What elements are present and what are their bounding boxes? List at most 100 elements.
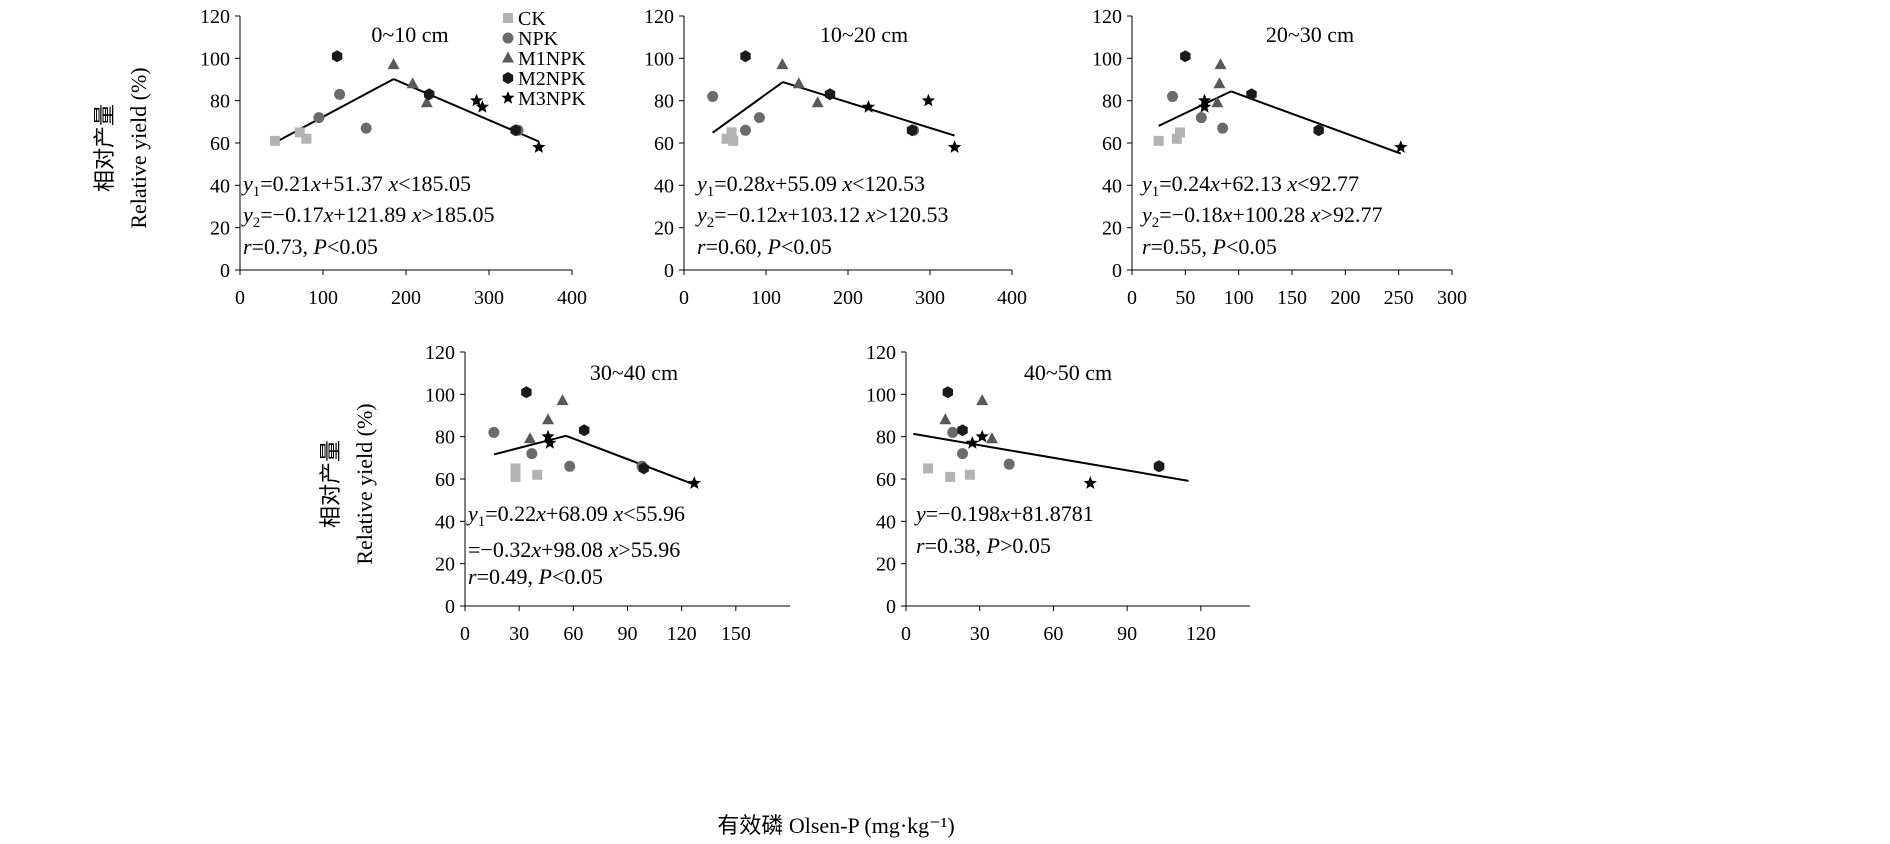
y-tick-label: 80 xyxy=(1102,91,1122,113)
point-m2npk-0 xyxy=(740,50,751,63)
point-npk-0 xyxy=(707,90,719,102)
y-tick-label: 60 xyxy=(654,133,674,155)
y-tick-label: 100 xyxy=(200,48,230,70)
point-ck-0 xyxy=(510,463,521,474)
point-ck-1 xyxy=(945,471,956,482)
x-tick-label: 100 xyxy=(1224,287,1254,309)
point-ck-2 xyxy=(301,133,312,144)
legend-marker-m2npk xyxy=(502,72,514,84)
y-tick-label: 60 xyxy=(876,469,896,491)
fit-line-segment-0 xyxy=(274,78,395,144)
y-tick-label: 20 xyxy=(1102,218,1122,240)
regression-annotation: r=0.60, P<0.05 xyxy=(697,234,832,259)
x-tick-label: 90 xyxy=(618,623,638,645)
y-tick-label: 120 xyxy=(1092,6,1122,28)
legend-label-m1npk: M1NPK xyxy=(518,48,586,70)
point-npk-1 xyxy=(957,448,969,460)
point-m1npk-2 xyxy=(556,394,569,406)
point-m1npk-0 xyxy=(387,58,400,70)
point-m1npk-1 xyxy=(1213,77,1226,89)
chart-panel-1: 0 20 40 60 80 100 120 0 100 200 300 400 10~20 cm y1=0… xyxy=(644,6,1027,309)
regression-annotation: y1=0.28x+55.09 x<120.53 xyxy=(695,171,925,200)
point-ck-0 xyxy=(1153,135,1164,146)
fit-line-segment-0 xyxy=(913,432,1189,482)
legend-label-npk: NPK xyxy=(518,28,559,50)
chart-panel-4: 0 20 40 60 80 100 120 0 30 60 90 120 40~50 cm y=−0.19… xyxy=(866,342,1250,645)
point-m3npk-2 xyxy=(1083,476,1097,489)
point-ck-2 xyxy=(1175,127,1185,138)
y-tick-label: 0 xyxy=(220,260,230,282)
regression-annotation: r=0.55, P<0.05 xyxy=(1142,234,1277,259)
panel-title: 30~40 cm xyxy=(590,360,678,385)
point-ck-0 xyxy=(269,135,280,146)
y-tick-label: 80 xyxy=(654,91,674,113)
point-m3npk-1 xyxy=(543,436,557,449)
y-tick-label: 20 xyxy=(210,218,230,240)
x-tick-label: 0 xyxy=(901,623,911,645)
point-npk-2 xyxy=(564,460,576,472)
legend-marker-m3npk xyxy=(501,91,515,104)
point-ck-0 xyxy=(923,463,934,474)
point-m3npk-1 xyxy=(921,93,935,107)
point-m2npk-0 xyxy=(1180,50,1191,63)
x-tick-label: 300 xyxy=(474,287,504,309)
chart-panel-3: 0 20 40 60 80 100 120 0 30 60 90 120 150 30~40 cm y1=0… xyxy=(318,342,790,645)
regression-annotation: r=0.38, P>0.05 xyxy=(916,533,1051,558)
x-tick-label: 90 xyxy=(1117,623,1137,645)
point-m1npk-1 xyxy=(976,394,989,406)
y-axis-label-cn: 相对产量 xyxy=(318,440,343,528)
x-tick-label: 30 xyxy=(509,623,529,645)
legend-label-m2npk: M2NPK xyxy=(518,68,586,90)
point-ck-0 xyxy=(721,133,732,144)
fit-line-segment-1 xyxy=(565,434,695,486)
x-tick-label: 100 xyxy=(308,287,338,309)
y-tick-label: 60 xyxy=(435,469,455,491)
x-tick-label: 0 xyxy=(679,287,689,309)
fit-line-segment-0 xyxy=(493,434,567,456)
point-m1npk-1 xyxy=(542,413,555,425)
point-npk-1 xyxy=(1195,112,1207,124)
point-m2npk-1 xyxy=(579,424,590,437)
point-ck-1 xyxy=(726,127,737,138)
y-tick-label: 0 xyxy=(664,260,674,282)
y-tick-label: 80 xyxy=(876,427,896,449)
y-tick-label: 60 xyxy=(210,133,230,155)
x-tick-label: 100 xyxy=(751,287,781,309)
x-tick-label: 0 xyxy=(235,287,245,309)
y-tick-label: 120 xyxy=(644,6,674,28)
chart-panel-0: 0 20 40 60 80 100 120 0 100 200 300 400 0~10 cm y1=0.… xyxy=(92,6,587,309)
y-tick-label: 120 xyxy=(200,6,230,28)
x-tick-label: 200 xyxy=(391,287,421,309)
regression-annotation: y1=0.21x+51.37 x<185.05 xyxy=(241,171,471,200)
regression-annotation: y2=−0.17x+121.89 x>185.05 xyxy=(241,202,494,231)
x-tick-label: 120 xyxy=(1186,623,1216,645)
point-m2npk-2 xyxy=(638,462,649,475)
point-m3npk-2 xyxy=(687,476,701,489)
point-m2npk-1 xyxy=(957,424,968,437)
point-m3npk-0 xyxy=(469,93,484,107)
y-tick-label: 100 xyxy=(425,384,455,406)
y-axis-label-cn: 相对产量 xyxy=(92,104,117,192)
panel-title: 40~50 cm xyxy=(1024,360,1112,385)
x-tick-label: 150 xyxy=(1277,287,1307,309)
point-m3npk-1 xyxy=(475,100,489,113)
point-m3npk-1 xyxy=(1197,100,1212,113)
point-npk-0 xyxy=(947,426,959,438)
y-tick-label: 100 xyxy=(644,48,674,70)
point-m1npk-1 xyxy=(406,77,419,89)
point-m2npk-2 xyxy=(510,124,521,137)
panel-title: 20~30 cm xyxy=(1266,22,1354,47)
x-tick-label: 400 xyxy=(997,287,1027,309)
y-tick-label: 40 xyxy=(654,175,674,197)
fit-line-segment-1 xyxy=(1230,90,1402,155)
point-m2npk-0 xyxy=(521,386,532,399)
point-npk-0 xyxy=(1167,90,1179,102)
point-m1npk-0 xyxy=(939,413,952,425)
y-axis-label-en: Relative yield (%) xyxy=(126,67,151,228)
x-tick-label: 50 xyxy=(1175,287,1195,309)
point-m2npk-2 xyxy=(906,124,918,137)
point-m1npk-0 xyxy=(776,58,789,70)
point-npk-1 xyxy=(526,448,538,460)
y-tick-label: 120 xyxy=(425,342,455,364)
